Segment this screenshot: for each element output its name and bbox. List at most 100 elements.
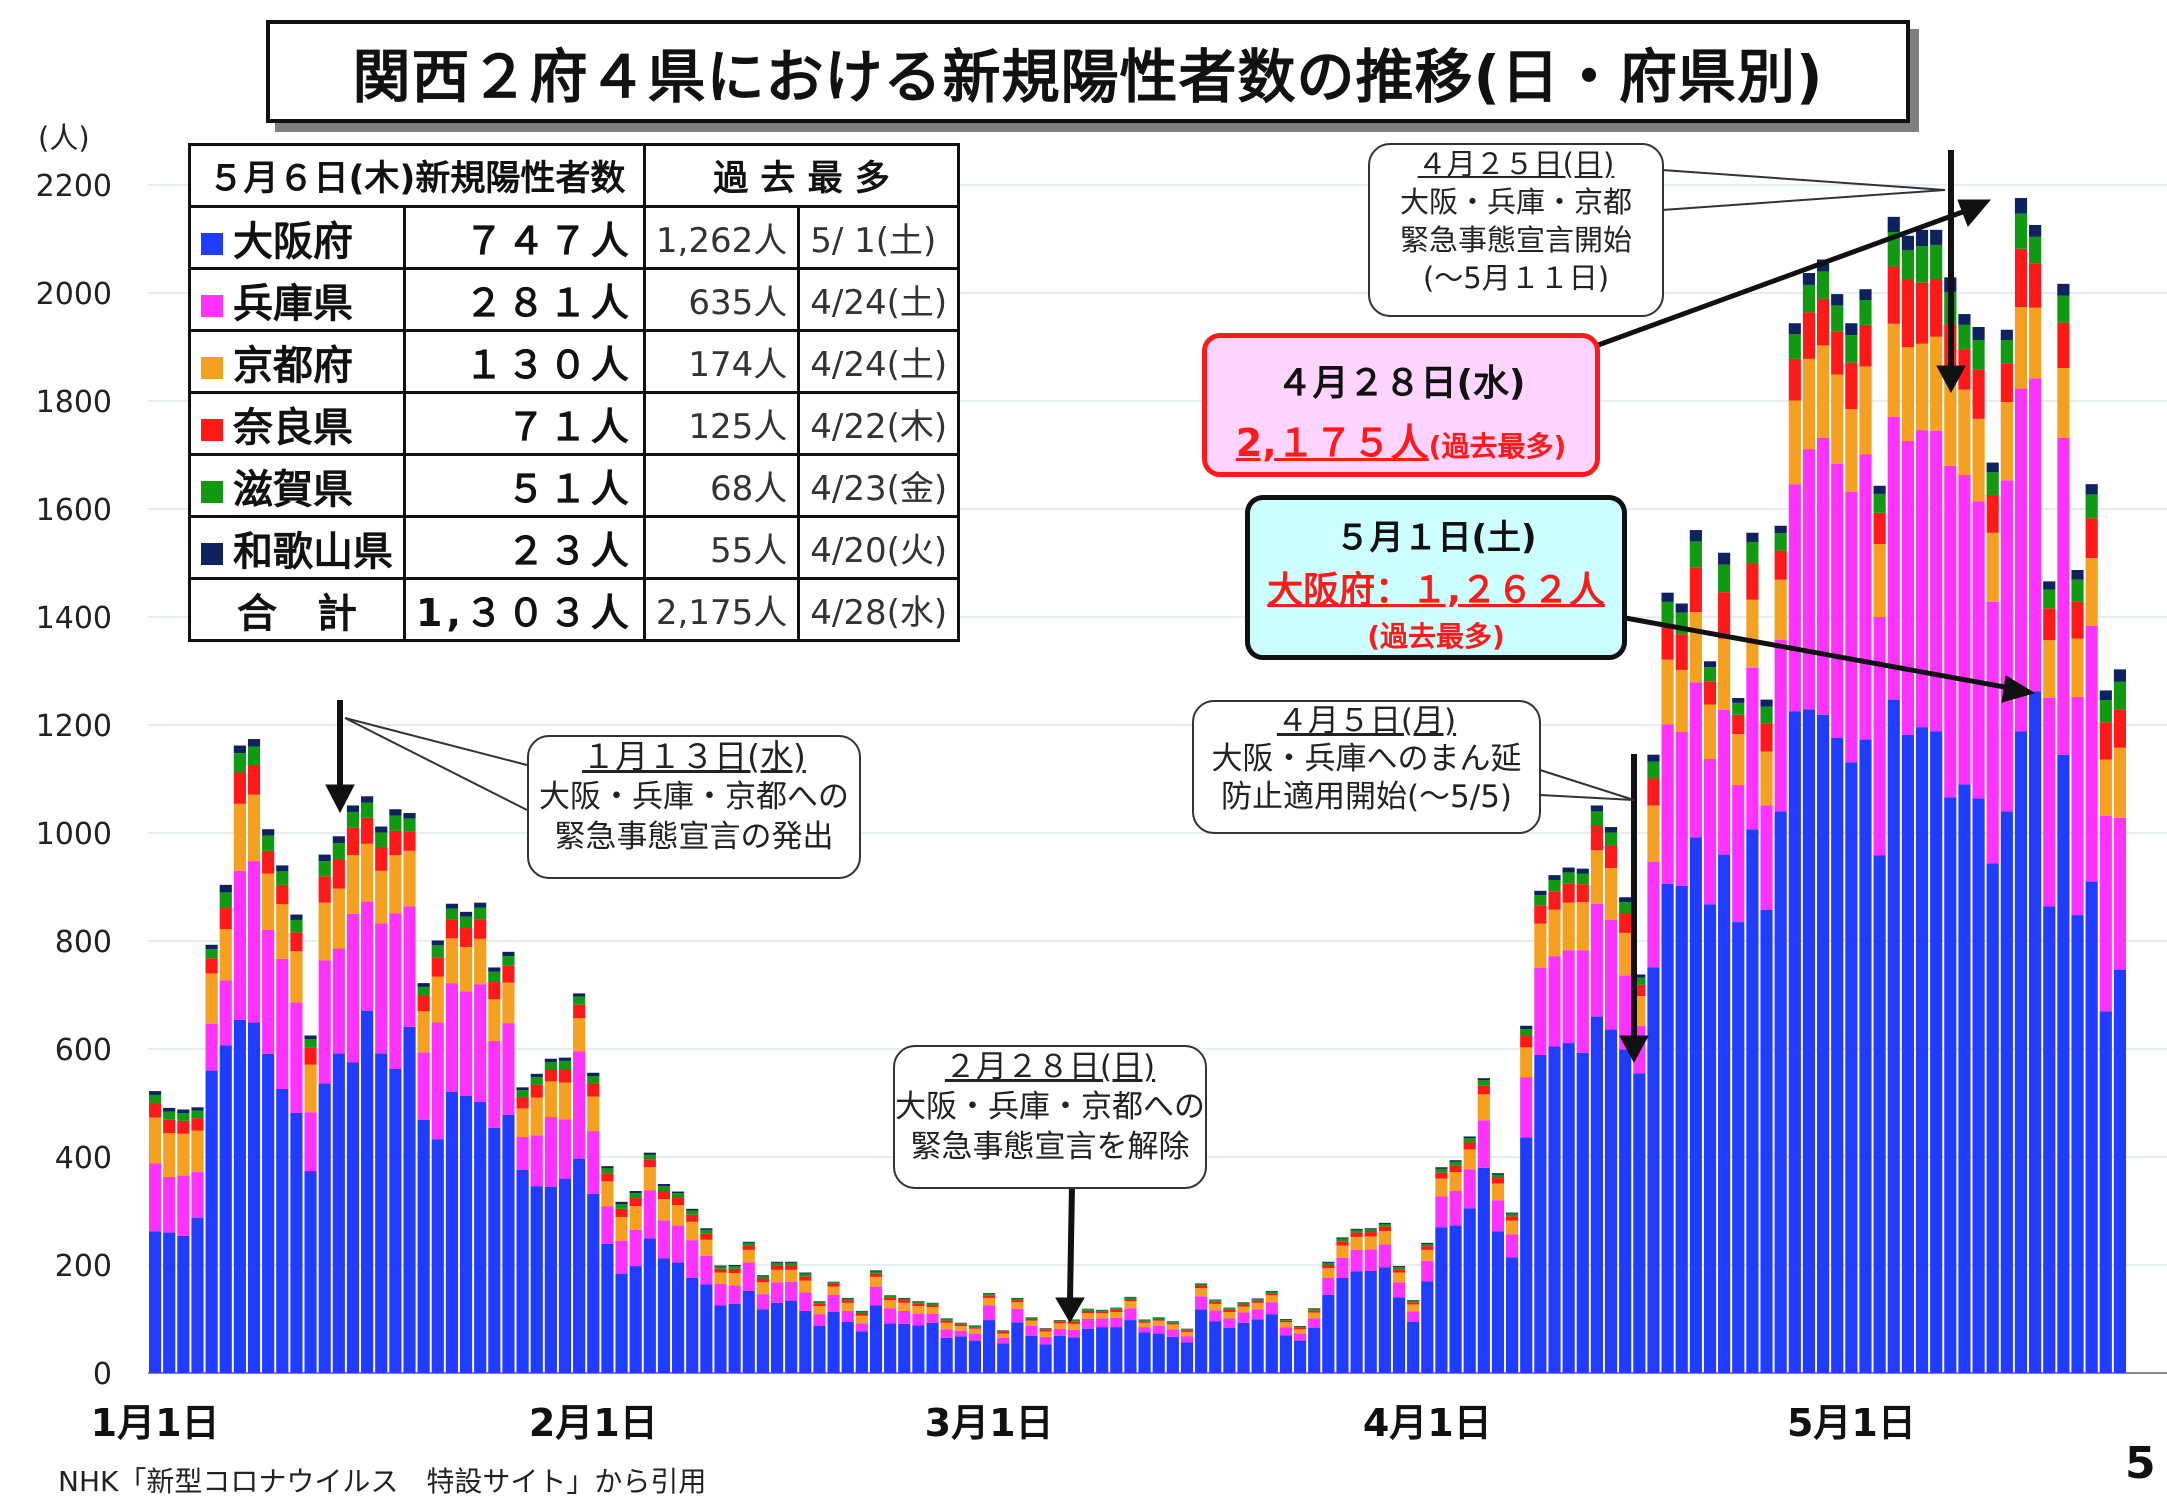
bar-segment (615, 1201, 628, 1204)
bar-segment (219, 892, 232, 909)
bar-segment (1138, 1321, 1151, 1323)
bar-segment (1308, 1318, 1321, 1328)
bar-segment (1011, 1322, 1024, 1373)
bar-segment (233, 803, 246, 871)
table-total-row: 合 計 1,３０３人 2,175人 4/28(水) (188, 577, 961, 642)
y-tick-label: 1200 (36, 709, 112, 744)
bar-segment (417, 1052, 430, 1120)
bar-segment (686, 1208, 699, 1211)
bar-segment (997, 1330, 1010, 1331)
bar-segment (304, 1112, 317, 1172)
bar-segment (898, 1323, 911, 1373)
bar-segment (375, 923, 388, 1054)
bar-segment (898, 1310, 911, 1324)
y-axis-ticks: 0 200 400 600 800 1000 1200 1400 1600 1800 2000 220… (36, 169, 112, 1392)
bar-segment (643, 1190, 656, 1239)
bar-segment (488, 971, 501, 983)
bar-segment (1689, 682, 1702, 838)
bar-segment (643, 1159, 656, 1168)
bar-segment (1081, 1308, 1095, 1310)
bar-segment (1237, 1312, 1250, 1323)
bar-segment (558, 1068, 572, 1083)
bar-segment (1237, 1302, 1250, 1305)
bar-segment (629, 1206, 642, 1230)
bar-segment (1548, 891, 1561, 910)
bar-segment (1859, 300, 1872, 325)
bar-segment (1435, 1178, 1448, 1197)
bar-segment (389, 809, 402, 816)
bar-segment (1477, 1080, 1490, 1086)
bar-segment (2071, 579, 2084, 602)
bar-segment (262, 929, 275, 1054)
bar-segment (177, 1120, 190, 1134)
bar-segment (1562, 902, 1575, 951)
bar-segment (742, 1242, 755, 1246)
bar-segment (1025, 1335, 1038, 1373)
bar-segment (912, 1303, 925, 1307)
bar-segment (1972, 798, 1985, 1373)
bar-segment (2071, 570, 2084, 580)
bar-segment (1972, 369, 1985, 419)
bar-segment (558, 1060, 572, 1069)
bar-segment (1491, 1183, 1505, 1201)
today-count: ２３人 (403, 515, 646, 580)
bar-segment (544, 1186, 557, 1373)
bar-segment (389, 830, 402, 856)
bar-segment (714, 1272, 727, 1284)
bar-segment (1930, 336, 1943, 431)
bar-segment (954, 1322, 967, 1324)
bar-segment (544, 1068, 557, 1082)
prefecture-name: 兵庫県 (233, 280, 353, 327)
bar-segment (912, 1301, 925, 1304)
bar-segment (1293, 1326, 1307, 1328)
callout-apr25-line4: (～5月１１日) (1422, 261, 1610, 295)
bar-segment (1703, 661, 1717, 668)
bar-segment (2029, 236, 2042, 264)
bar-segment (1633, 984, 1646, 997)
bar-segment (346, 805, 360, 812)
bar-segment (1011, 1300, 1024, 1303)
bar-segment (940, 1329, 953, 1338)
bar-segment (601, 1166, 614, 1169)
record-count: 635人 (642, 267, 801, 332)
bar-segment (1958, 784, 1971, 1373)
x-tick-label: 2月1日 (529, 1401, 658, 1445)
bar-segment (1195, 1285, 1208, 1289)
bar-segment (1166, 1321, 1179, 1322)
bar-segment (1067, 1329, 1080, 1338)
bar-segment (1506, 1213, 1519, 1217)
bar-segment (205, 973, 218, 1024)
bar-segment (1718, 564, 1731, 593)
total-label: 合 計 (188, 577, 406, 642)
bar-segment (2085, 484, 2098, 495)
bar-segment (855, 1311, 868, 1314)
bar-segment (1817, 714, 1830, 1373)
bar-segment (177, 1133, 190, 1176)
bar-segment (1350, 1228, 1363, 1230)
bar-segment (445, 983, 458, 1092)
bar-segment (940, 1337, 953, 1373)
bar-segment (233, 745, 246, 754)
bar-segment (898, 1300, 911, 1303)
table-header-today: ５月６日(木)新規陽性者数 (188, 143, 646, 208)
bar-segment (756, 1294, 769, 1310)
bar-segment (1053, 1328, 1066, 1336)
bar-segment (2043, 698, 2056, 907)
bar-segment (672, 1191, 685, 1194)
bar-segment (643, 1152, 656, 1155)
total-count: 1,３０３人 (403, 577, 646, 642)
bar-segment (262, 835, 275, 851)
bar-segment (2043, 581, 2056, 590)
bar-segment (1110, 1308, 1123, 1310)
callout-feb28: ２月２８日(日) 大阪・兵庫・京都への 緊急事態宣言を解除 (893, 1045, 1207, 1189)
bar-segment (205, 944, 218, 950)
bar-segment (290, 919, 303, 933)
callout-apr25-date: ４月２５日(日) (1417, 147, 1615, 181)
bar-segment (1972, 501, 1985, 799)
bar-segment (1802, 709, 1816, 1373)
bar-segment (1774, 525, 1787, 534)
bar-segment (1661, 601, 1674, 624)
bar-segment (1223, 1307, 1236, 1309)
bar-segment (474, 938, 487, 985)
